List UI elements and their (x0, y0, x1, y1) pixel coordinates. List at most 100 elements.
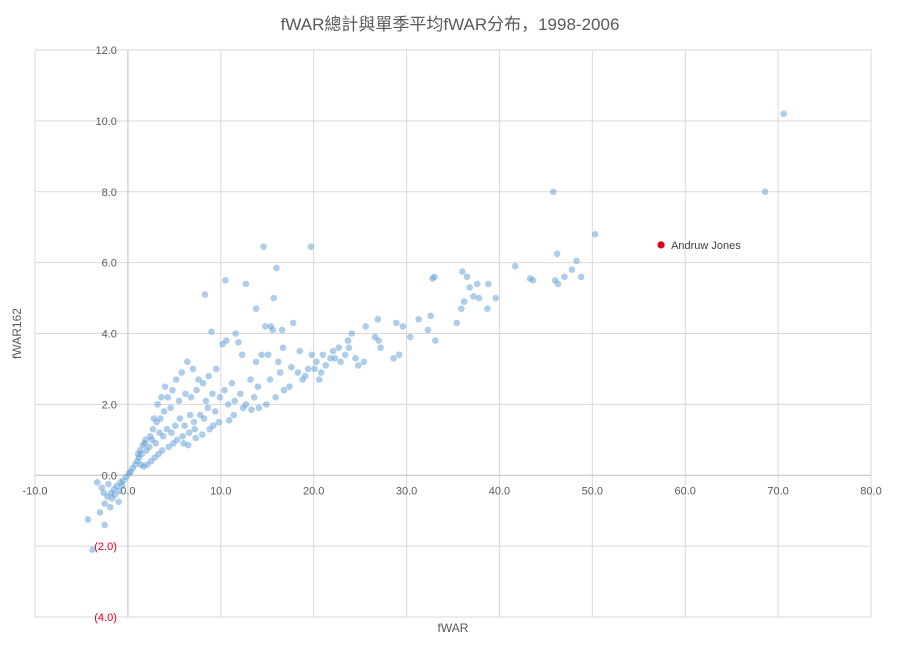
data-point (432, 337, 439, 344)
data-point (288, 363, 295, 371)
data-point (205, 372, 213, 380)
data-point (362, 323, 369, 330)
highlight-point (657, 241, 665, 249)
point-annotation: Andruw Jones (671, 240, 741, 252)
data-point (473, 280, 481, 288)
data-point (211, 408, 219, 415)
data-point (458, 268, 466, 275)
x-tick-label: 50.0 (582, 485, 603, 497)
data-point (280, 386, 288, 394)
data-point (313, 358, 320, 366)
data-point (427, 312, 435, 320)
series-highlight (657, 241, 665, 249)
data-point (108, 494, 116, 502)
data-point (201, 291, 209, 298)
data-point (329, 347, 337, 355)
y-tick-label: 0.0 (102, 470, 117, 482)
data-point (169, 386, 176, 394)
data-point (354, 362, 362, 369)
data-point (458, 305, 465, 312)
data-point (260, 243, 267, 250)
data-point (154, 401, 161, 408)
data-point (591, 230, 599, 238)
data-point (84, 516, 92, 523)
data-point (175, 397, 183, 405)
data-point (158, 393, 165, 401)
data-point (189, 365, 197, 373)
data-point (470, 292, 477, 300)
chart-title: fWAR總計與單季平均fWAR分布，1998-2006 (280, 15, 620, 34)
data-point (286, 383, 293, 390)
data-point (511, 262, 519, 270)
data-point (327, 355, 334, 362)
data-point (276, 369, 284, 376)
data-point (258, 351, 265, 359)
data-point (198, 431, 206, 438)
data-point (341, 351, 349, 359)
data-point (179, 432, 186, 440)
data-point (167, 404, 174, 412)
data-point (254, 383, 262, 390)
data-point (424, 326, 432, 334)
data-point (98, 484, 106, 491)
series-players (84, 110, 787, 553)
data-point (302, 372, 309, 380)
data-point (222, 277, 229, 284)
data-point (96, 509, 104, 516)
data-point (206, 425, 213, 433)
data-point (139, 441, 147, 449)
data-point (431, 273, 438, 281)
data-point (199, 379, 207, 387)
data-point (360, 358, 368, 366)
data-point (399, 323, 407, 330)
data-point (573, 257, 580, 265)
data-point (345, 344, 353, 351)
data-point (315, 376, 323, 383)
data-point (294, 369, 302, 376)
data-point (195, 376, 202, 383)
data-point (273, 264, 280, 272)
y-tick-label: 4.0 (102, 329, 117, 341)
x-axis-title: fWAR (438, 621, 469, 635)
data-point (252, 358, 260, 366)
data-point (348, 330, 356, 337)
x-tick-label: 70.0 (767, 485, 788, 497)
data-point (406, 333, 414, 341)
data-point (143, 447, 150, 454)
data-point (192, 434, 199, 442)
data-point (484, 305, 491, 312)
data-point (266, 376, 274, 383)
data-point (553, 250, 561, 258)
data-point (561, 273, 568, 281)
data-point (242, 401, 250, 408)
y-tick-label: (4.0) (94, 612, 117, 624)
x-tick-label: 10.0 (210, 485, 231, 497)
data-point (170, 440, 177, 447)
data-point (185, 429, 193, 437)
x-tick-label: -10.0 (22, 485, 47, 497)
data-point (529, 277, 537, 284)
data-point (200, 415, 208, 422)
y-tick-label: 10.0 (95, 116, 116, 128)
data-point (554, 280, 562, 288)
data-point (317, 369, 325, 376)
data-point (311, 365, 318, 373)
data-point (190, 418, 198, 426)
data-point (255, 404, 263, 412)
data-point (202, 397, 210, 405)
x-tick-label: 60.0 (675, 485, 696, 497)
data-point (186, 411, 194, 419)
data-point (319, 351, 327, 359)
y-tick-label: (2.0) (94, 541, 117, 553)
data-point (262, 323, 269, 330)
data-point (230, 411, 238, 419)
data-point (215, 418, 223, 426)
data-point (93, 479, 101, 486)
x-tick-label: 80.0 (860, 485, 881, 497)
data-point (272, 393, 279, 401)
y-tick-label: 2.0 (102, 399, 117, 411)
data-point (216, 393, 224, 401)
data-point (176, 415, 184, 422)
data-point (156, 429, 163, 437)
